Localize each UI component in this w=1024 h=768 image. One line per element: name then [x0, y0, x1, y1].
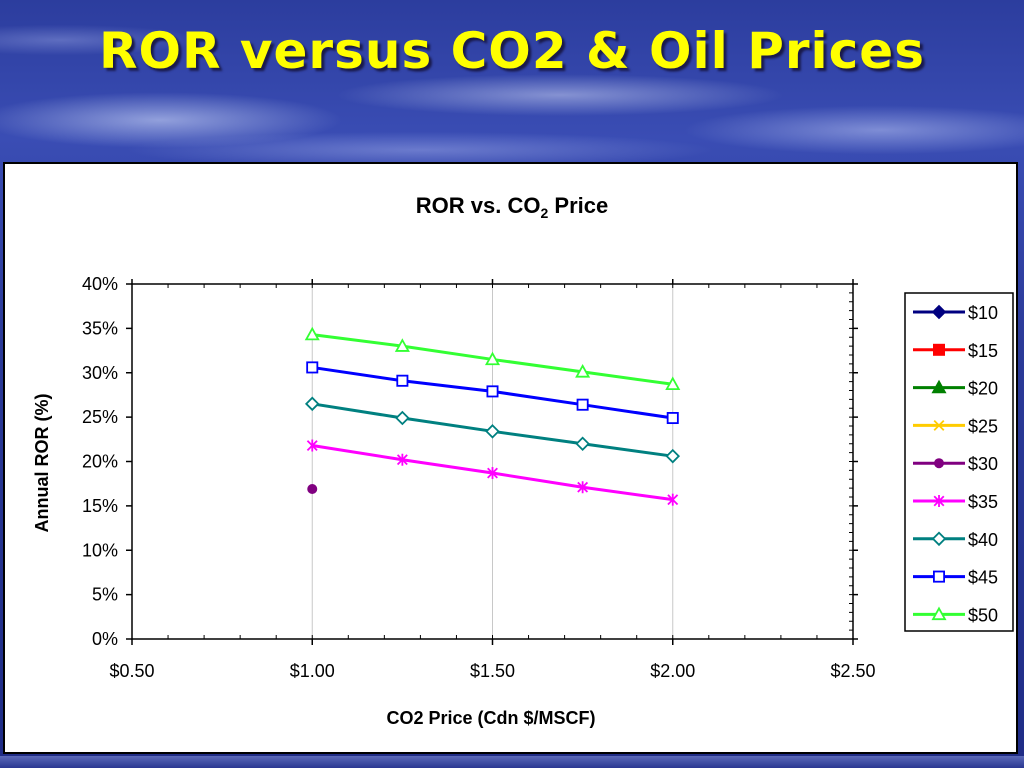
y-axis-label: Annual ROR (%) [32, 394, 52, 533]
slide-background [0, 0, 1024, 170]
legend-marker [931, 531, 947, 547]
data-point [306, 439, 318, 452]
chart-title-main: ROR vs. CO [416, 193, 541, 218]
legend-marker [933, 419, 945, 431]
y-tick-label: 15% [82, 496, 118, 516]
chart-title: ROR vs. CO2 Price [416, 193, 608, 221]
bottom-stripe [0, 756, 1024, 768]
legend-entry-45: $45 [913, 568, 998, 588]
data-point [394, 338, 410, 352]
data-point [577, 481, 589, 494]
y-tick-label: 0% [92, 629, 118, 649]
chart-panel [3, 162, 1018, 754]
data-point [665, 376, 681, 390]
chart-title-subscript: 2 [540, 205, 548, 221]
series-50 [304, 326, 681, 390]
data-point [306, 361, 319, 374]
legend-entry-35: $35 [913, 492, 998, 512]
data-point [667, 493, 679, 506]
legend-label: $40 [968, 530, 998, 550]
legend: $10 $15 $20 $25 $30 $35 $40 $45 $50 [904, 292, 1014, 632]
legend-marker [933, 343, 946, 356]
legend-label: $15 [968, 341, 998, 361]
data-point [307, 484, 318, 495]
y-tick-label: 5% [92, 585, 118, 605]
legend-entry-50: $50 [913, 605, 998, 625]
x-tick-label: $2.50 [830, 661, 875, 681]
marker-stroke [933, 419, 945, 431]
legend-marker [933, 495, 945, 507]
y-tick-label: 30% [82, 363, 118, 383]
legend-entry-20: $20 [913, 379, 998, 399]
plot-area: $0.50 $1.00 $1.50 $2.00 $2.50 0% 5% 10% 15% 20% 25… [82, 274, 876, 681]
y-tick-label: 20% [82, 452, 118, 472]
x-tick-label: $2.00 [650, 661, 695, 681]
legend-marker [931, 379, 947, 394]
data-point [665, 448, 681, 464]
y-tick-label: 40% [82, 274, 118, 294]
legend-entry-10: $10 [913, 303, 998, 323]
x-axis-label: CO2 Price (Cdn $/MSCF) [386, 708, 595, 728]
x-tick-label: $1.00 [290, 661, 335, 681]
legend-entry-25: $25 [913, 416, 998, 436]
x-tick-label: $0.50 [109, 661, 154, 681]
data-point [486, 385, 499, 398]
data-point [487, 467, 498, 480]
legend-marker [934, 458, 944, 469]
slide-title: ROR versus CO2 & Oil Prices [99, 22, 925, 80]
legend-label: $35 [968, 492, 998, 512]
series-40 [304, 396, 681, 464]
data-point [575, 364, 591, 378]
legend-label: $20 [968, 379, 998, 399]
data-point [666, 412, 679, 425]
y-tick-label: 35% [82, 318, 118, 338]
series-45 [306, 361, 679, 425]
data-point [396, 374, 409, 387]
data-point [485, 424, 500, 439]
legend-label: $25 [968, 416, 998, 436]
legend-label: $50 [968, 605, 998, 625]
data-point [304, 396, 320, 412]
legend-marker [931, 304, 947, 320]
data-point [396, 453, 408, 466]
data-point [575, 436, 590, 452]
legend-entry-40: $40 [913, 530, 998, 550]
x-tick-label: $1.50 [470, 661, 515, 681]
data-point [576, 398, 589, 411]
y-tick-label: 25% [82, 407, 118, 427]
legend-label: $10 [968, 303, 998, 323]
legend-label: $30 [968, 454, 998, 474]
chart-title-end: Price [548, 193, 608, 218]
legend-label: $45 [968, 568, 998, 588]
legend-marker [933, 570, 946, 583]
series-35 [306, 439, 679, 506]
legend-entry-15: $15 [913, 341, 998, 361]
data-point [304, 326, 320, 341]
legend-marker [931, 606, 947, 621]
series-30 [307, 484, 318, 495]
data-point [395, 410, 410, 426]
y-tick-label: 10% [82, 540, 118, 560]
data-point [484, 351, 501, 366]
legend-entry-30: $30 [913, 454, 998, 474]
